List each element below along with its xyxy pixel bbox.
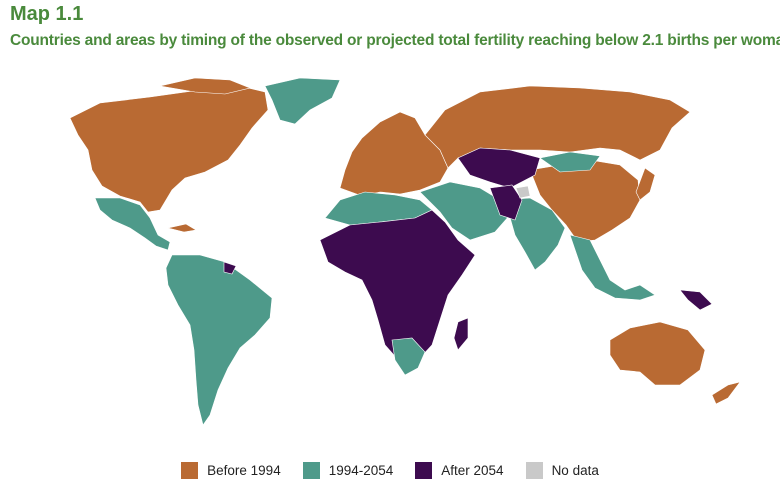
legend-swatch bbox=[302, 462, 320, 479]
region-mongolia bbox=[539, 151, 601, 173]
region-no-data bbox=[515, 185, 531, 199]
region-europe bbox=[339, 111, 449, 197]
region-south-america bbox=[165, 254, 273, 426]
region-middle-east bbox=[419, 181, 511, 241]
region-southeast-asia bbox=[569, 234, 656, 301]
legend-label: After 2054 bbox=[441, 463, 504, 478]
legend-swatch bbox=[415, 462, 433, 479]
region-guianas bbox=[223, 261, 237, 275]
region-mexico-central-america bbox=[94, 197, 171, 251]
legend-item-no-data: No data bbox=[525, 462, 599, 479]
region-canadian-arctic bbox=[159, 77, 251, 95]
region-australia bbox=[609, 321, 706, 386]
legend-item-1994-2054: 1994-2054 bbox=[302, 462, 394, 479]
region-papua-new-guinea bbox=[679, 289, 713, 311]
region-south-asia bbox=[504, 197, 566, 271]
region-sub-saharan-africa bbox=[319, 209, 476, 363]
region-central-asia bbox=[457, 147, 541, 189]
region-caribbean bbox=[167, 223, 197, 233]
legend-label: Before 1994 bbox=[207, 463, 281, 478]
world-map bbox=[69, 77, 741, 426]
region-greenland bbox=[264, 77, 341, 125]
legend-swatch bbox=[181, 462, 199, 479]
legend-item-after-2054: After 2054 bbox=[415, 462, 504, 479]
region-southern-africa bbox=[391, 337, 426, 376]
region-afghanistan-pakistan bbox=[489, 184, 523, 221]
region-north-america bbox=[69, 85, 269, 213]
legend-swatch bbox=[525, 462, 543, 479]
legend-label: No data bbox=[551, 463, 599, 478]
map-number: Map 1.1 bbox=[10, 3, 84, 25]
legend-label: 1994-2054 bbox=[328, 463, 394, 478]
legend-item-before-1994: Before 1994 bbox=[181, 462, 281, 479]
region-madagascar bbox=[453, 317, 469, 351]
region-new-zealand bbox=[711, 381, 741, 405]
region-japan bbox=[635, 167, 656, 201]
map-title: Countries and areas by timing of the obs… bbox=[10, 32, 780, 49]
map-legend: Before 1994 1994-2054 After 2054 No data bbox=[0, 462, 780, 479]
